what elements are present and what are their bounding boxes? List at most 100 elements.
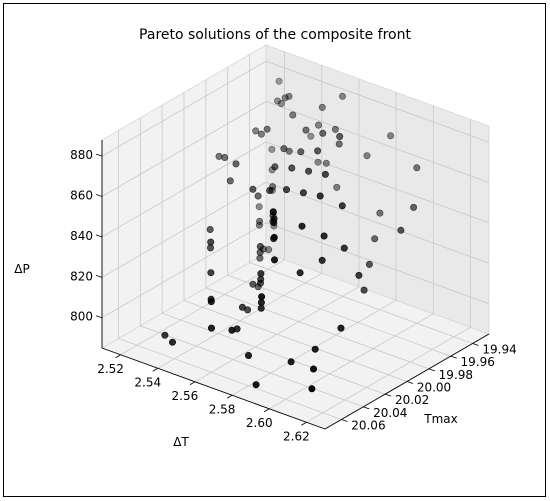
data-point	[289, 111, 297, 119]
data-point	[308, 385, 316, 393]
data-point	[321, 170, 329, 178]
data-point	[331, 125, 339, 133]
data-point	[169, 338, 177, 346]
y-tick-mark	[472, 343, 479, 346]
z-tick-mark	[95, 315, 103, 319]
z-tick-label: 800	[70, 310, 93, 324]
grid-lines	[101, 51, 490, 423]
x-tick-label: 2.62	[283, 429, 310, 443]
data-point	[207, 298, 215, 306]
data-point	[256, 217, 264, 225]
z-tick-mark	[95, 153, 103, 157]
data-point	[338, 202, 346, 210]
y-tick-mark	[406, 381, 414, 384]
y-grid-line	[139, 117, 364, 408]
data-point	[207, 238, 215, 246]
x-tick-mark	[189, 381, 196, 386]
data-point	[208, 324, 216, 332]
data-point	[256, 243, 264, 251]
y-tick-mark	[341, 419, 348, 422]
y-tick-label: 20.02	[395, 393, 429, 407]
data-point	[285, 92, 293, 100]
data-point	[316, 192, 324, 200]
data-point	[257, 270, 265, 278]
data-point	[314, 121, 322, 129]
data-point	[249, 280, 257, 288]
y-tick-label: 19.98	[439, 368, 473, 382]
x-grid-line	[194, 78, 360, 383]
data-point	[255, 203, 263, 211]
data-point	[288, 164, 296, 172]
data-point	[281, 94, 289, 102]
z-tick-mark	[95, 274, 103, 278]
x-tick-label: 2.60	[246, 416, 273, 430]
data-point	[360, 286, 368, 294]
data-point	[410, 203, 418, 211]
data-point	[336, 133, 344, 141]
x-grid-line	[231, 92, 397, 396]
data-point	[338, 92, 346, 100]
data-point	[302, 126, 310, 134]
z-grid-line	[101, 181, 490, 278]
x-tick-label: 2.52	[97, 362, 124, 376]
data-point	[355, 271, 363, 279]
figure-frame	[3, 3, 546, 497]
data-point	[275, 77, 283, 85]
data-point	[258, 293, 266, 301]
data-point	[269, 208, 277, 216]
tick-labels: 2.522.542.562.582.602.6219.9419.9619.982…	[70, 148, 517, 443]
data-point	[238, 303, 246, 311]
x-tick-mark	[115, 354, 121, 359]
z-tick-label: 880	[70, 148, 93, 162]
z-axis-label: ΔP	[14, 262, 29, 276]
data-point	[309, 365, 317, 373]
x-grid-line	[306, 119, 471, 423]
x-tick-mark	[152, 367, 158, 372]
data-point	[318, 103, 326, 111]
data-point	[333, 183, 341, 191]
x-tick-mark	[301, 421, 307, 426]
data-point	[270, 233, 278, 241]
data-point	[252, 127, 260, 135]
y-tick-mark	[363, 406, 370, 410]
z-grid-line	[101, 60, 490, 157]
data-point	[271, 163, 279, 171]
x-axis-label: ΔT	[173, 435, 189, 449]
x-grid-line	[120, 51, 286, 356]
data-point	[245, 351, 253, 359]
data-point	[365, 260, 373, 268]
data-point	[215, 152, 223, 160]
data-point	[307, 132, 315, 140]
x-tick-label: 2.56	[172, 389, 199, 403]
data-point	[207, 269, 215, 277]
data-point	[270, 215, 278, 223]
data-point	[282, 186, 290, 194]
data-point	[320, 232, 328, 240]
data-point	[226, 177, 234, 185]
data-point	[257, 275, 265, 283]
data-point	[314, 158, 322, 166]
y-grid-line	[227, 67, 451, 357]
z-tick-label: 840	[70, 229, 93, 243]
y-grid-line	[118, 130, 342, 420]
z-tick-mark	[95, 234, 103, 238]
data-point	[206, 226, 214, 234]
axis-panes	[101, 44, 490, 430]
y-tick-mark	[428, 368, 435, 372]
x-grid-line	[269, 105, 434, 410]
data-point	[257, 298, 265, 306]
y-grid-line	[249, 54, 473, 344]
data-point	[340, 244, 348, 252]
data-point	[268, 145, 276, 153]
data-point	[254, 192, 262, 200]
data-point	[305, 167, 313, 175]
data-point	[363, 152, 371, 160]
z-tick-label: 860	[70, 189, 93, 203]
data-point	[249, 185, 257, 193]
data-point	[263, 125, 271, 133]
y-tick-label: 19.94	[482, 343, 516, 357]
data-point	[296, 269, 304, 277]
z-tick-mark	[95, 194, 103, 197]
data-points	[161, 77, 421, 393]
